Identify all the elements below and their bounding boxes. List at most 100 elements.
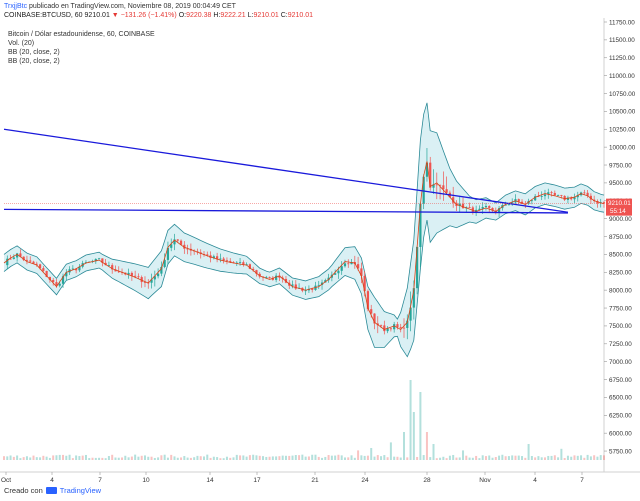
candle-body: [458, 203, 461, 207]
candle-body: [389, 328, 392, 330]
candle-body: [71, 268, 74, 270]
volume-bar: [84, 454, 87, 460]
y-tick-label: 10250.00: [609, 127, 636, 134]
volume-bar: [19, 458, 22, 460]
volume-bar: [68, 454, 71, 460]
volume-bar: [124, 455, 127, 460]
candle-body: [156, 273, 160, 277]
candle-body: [422, 176, 425, 204]
volume-bar: [294, 455, 297, 460]
candle-body: [114, 269, 117, 272]
candle-body: [311, 288, 314, 290]
volume-bar: [507, 456, 510, 460]
publisher-name[interactable]: TrxjjBtc: [4, 3, 28, 10]
candle-body: [583, 192, 586, 194]
candle-body: [45, 270, 48, 277]
volume-bar: [524, 457, 527, 460]
volume-bar: [557, 457, 560, 460]
candle-body: [445, 189, 448, 193]
volume-bar: [137, 456, 140, 460]
candle-body: [412, 288, 415, 308]
volume-bar: [475, 455, 478, 460]
volume-bar: [593, 455, 596, 460]
y-tick-label: 8000.00: [609, 287, 632, 294]
candle-body: [373, 313, 376, 324]
candle-body: [409, 307, 412, 321]
bollinger-upper-line: [3, 102, 605, 320]
close-label: C:: [280, 12, 288, 19]
candle-body: [170, 244, 173, 248]
volume-bar: [425, 432, 428, 460]
volume-bar: [16, 455, 19, 460]
volume-bar: [399, 457, 402, 460]
volume-bar: [468, 457, 471, 460]
volume-bar: [134, 454, 137, 460]
x-tick-label: 4: [50, 477, 54, 484]
legend-bb-2[interactable]: BB (20, close, 2): [8, 58, 60, 65]
volume-bar: [304, 456, 307, 460]
candle-body: [340, 266, 343, 271]
volume-bar: [45, 456, 48, 460]
y-tick-label: 8500.00: [609, 252, 632, 259]
volume-bar: [143, 455, 146, 460]
candle-body: [97, 258, 101, 260]
volume-bar: [117, 457, 120, 460]
volume-bar: [268, 456, 271, 460]
volume-bar: [58, 454, 61, 460]
volume-bar: [307, 456, 310, 460]
candle-body: [550, 192, 553, 194]
volume-bar: [448, 455, 451, 460]
volume-bar: [412, 412, 415, 460]
candle-body: [347, 263, 350, 265]
volume-bar: [62, 454, 65, 460]
candle-body: [442, 185, 445, 190]
volume-bar: [573, 455, 576, 460]
x-tick-label: 7: [98, 477, 102, 484]
footer-brand[interactable]: TradingView: [59, 486, 102, 495]
candle-body: [225, 260, 229, 262]
candle-body: [540, 196, 543, 197]
volume-bar: [366, 455, 369, 460]
candle-body: [229, 260, 232, 263]
volume-bar: [530, 455, 533, 460]
candle-body: [173, 239, 176, 245]
candle-body: [294, 284, 297, 289]
volume-bar: [484, 456, 487, 460]
volume-bar: [455, 457, 458, 460]
volume-bar: [127, 457, 130, 460]
x-tick-label: Oct: [1, 477, 11, 484]
candle-body: [265, 276, 268, 278]
legend-volume[interactable]: Vol. (20): [8, 40, 35, 47]
volume-bar: [239, 455, 242, 460]
volume-bar: [432, 444, 435, 460]
candle-body: [317, 284, 320, 286]
y-tick-label: 9750.00: [609, 162, 632, 169]
candle-body: [566, 197, 570, 200]
publish-line: TrxjjBtc publicado en TradingView.com, N…: [4, 3, 236, 10]
volume-bar: [189, 457, 192, 460]
y-tick-label: 8250.00: [609, 270, 632, 277]
y-tick-label: 8750.00: [609, 234, 632, 241]
volume-bar: [589, 456, 592, 460]
x-tick-label: Nov: [479, 477, 491, 484]
candle-body: [176, 239, 179, 241]
candle-body: [61, 276, 65, 284]
volume-bar: [42, 455, 45, 460]
volume-bar: [429, 457, 432, 460]
volume-bar: [121, 457, 124, 460]
volume-bar: [396, 456, 399, 460]
x-tick-label: 14: [206, 477, 214, 484]
volume-bar: [521, 456, 524, 460]
volume-bar: [370, 448, 373, 460]
price-chart[interactable]: 11750.00 11500.00 11250.00 11000.00 10750.00…: [0, 0, 640, 486]
candle-body: [212, 256, 215, 259]
volume-bar: [547, 455, 550, 460]
volume-bar: [111, 454, 114, 460]
volume-bar: [71, 458, 74, 460]
down-arrow-icon: ▼: [111, 12, 119, 19]
candle-body: [9, 258, 12, 260]
volume-bar: [481, 455, 484, 460]
footer-created: Creado con: [4, 486, 43, 495]
legend-bb-1[interactable]: BB (20, close, 2): [8, 49, 60, 56]
candle-body: [432, 184, 435, 188]
